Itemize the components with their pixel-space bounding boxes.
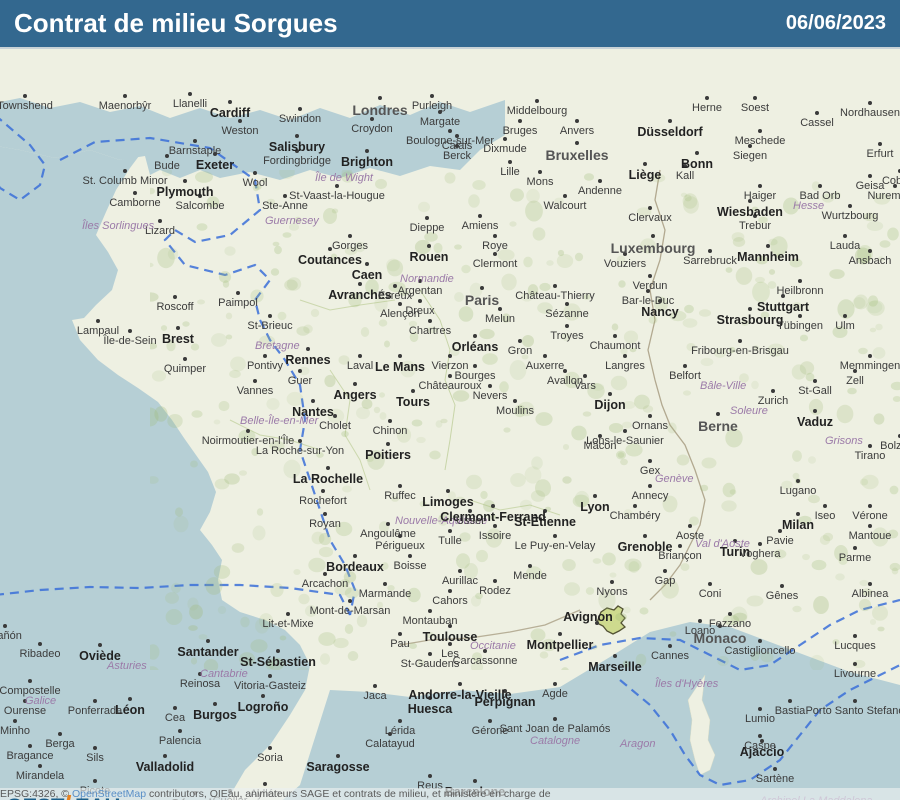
svg-text:EAU: EAU <box>75 794 120 800</box>
svg-text:GEST: GEST <box>6 794 65 800</box>
